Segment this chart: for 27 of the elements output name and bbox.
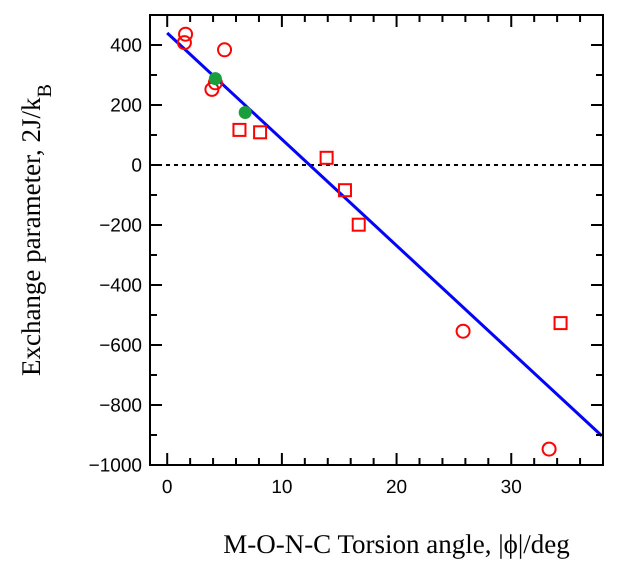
- point: [208, 72, 222, 86]
- point: [178, 26, 194, 42]
- y-tick-label: −400: [99, 276, 142, 297]
- y-tick-label: −800: [99, 396, 142, 417]
- x-tick-label: 0: [162, 477, 172, 498]
- point: [456, 324, 471, 339]
- point: [253, 125, 268, 140]
- point: [542, 442, 557, 457]
- y-tick-label: 0: [131, 156, 142, 177]
- point: [352, 218, 366, 232]
- point: [232, 122, 246, 137]
- y-tick-label: −600: [99, 336, 142, 357]
- point: [338, 183, 352, 198]
- point: [217, 42, 232, 58]
- point: [238, 106, 252, 119]
- point: [554, 316, 568, 330]
- x-tick-label: 10: [271, 477, 292, 498]
- point: [176, 35, 192, 50]
- point: [204, 82, 220, 97]
- y-tick-label: 200: [110, 96, 142, 117]
- y-tick-label: −1000: [88, 456, 142, 477]
- x-axis-title: M-O-N-C Torsion angle, |ϕ|/deg: [223, 529, 570, 559]
- y-tick-label: −200: [99, 216, 142, 237]
- y-tick-label: 400: [110, 36, 142, 57]
- x-tick-label: 20: [386, 477, 408, 498]
- point: [320, 150, 334, 165]
- x-tick-label: 30: [500, 477, 522, 498]
